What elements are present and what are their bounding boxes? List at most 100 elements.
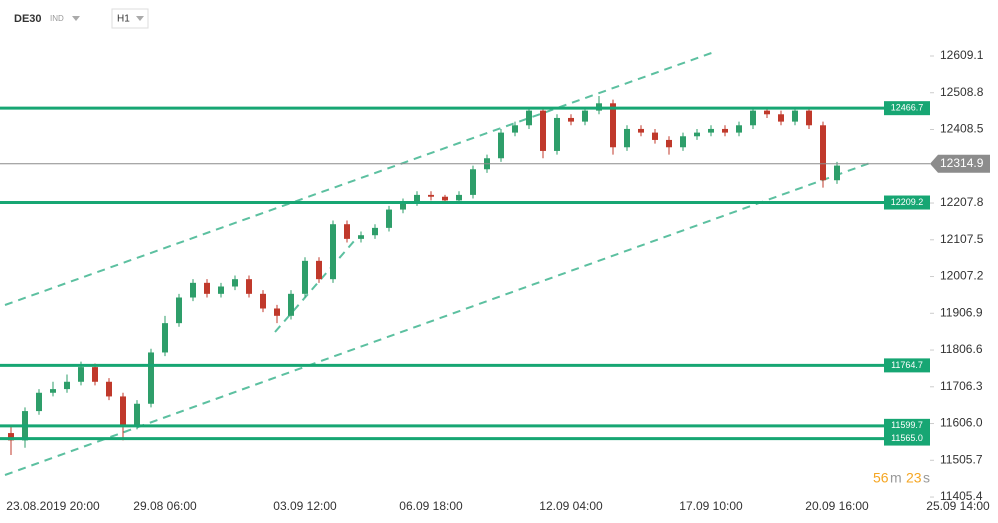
- candle-body: [36, 392, 42, 412]
- level-label: 11599.7: [891, 420, 923, 430]
- candle-body: [190, 282, 196, 298]
- y-tick-label: 12107.5: [940, 232, 984, 246]
- candle-body: [344, 224, 350, 239]
- level-label: 12209.2: [891, 197, 924, 207]
- x-tick-label: 29.08 06:00: [133, 499, 197, 513]
- timer-unit: m: [890, 470, 902, 486]
- candle-body: [540, 110, 546, 151]
- candle-body: [92, 367, 98, 382]
- dropdown-arrow: [72, 16, 80, 21]
- level-label: 11565.0: [891, 433, 923, 443]
- candle-body: [330, 224, 336, 280]
- candle-body: [834, 165, 840, 181]
- candle-body: [638, 128, 644, 133]
- candle-body: [274, 308, 280, 316]
- timer-unit: s: [923, 470, 930, 486]
- x-tick-label: 06.09 18:00: [399, 499, 463, 513]
- candle-body: [8, 433, 14, 441]
- candle-body: [582, 110, 588, 122]
- x-tick-label: 23.08.2019 20:00: [6, 499, 100, 513]
- y-tick-label: 12609.1: [940, 48, 984, 62]
- x-tick-label: 25.09 14:00: [926, 499, 990, 513]
- candle-body: [820, 125, 826, 181]
- candle-body: [512, 125, 518, 133]
- candle-body: [218, 286, 224, 294]
- timer-seconds: 23: [906, 470, 922, 486]
- candle-body: [666, 139, 672, 148]
- candle-body: [610, 103, 616, 148]
- interval-box[interactable]: [111, 8, 149, 29]
- candle-body: [372, 227, 378, 236]
- trend-line: [274, 239, 356, 333]
- level-label: 12466.7: [891, 103, 924, 113]
- candle-body: [302, 260, 308, 294]
- candle-body: [232, 279, 238, 287]
- level-label-box: [884, 195, 930, 210]
- x-tick-label: 20.09 16:00: [805, 499, 869, 513]
- x-tick-label: 12.09 04:00: [539, 499, 603, 513]
- candle-body: [64, 381, 70, 390]
- y-tick-label: 12007.2: [940, 269, 984, 283]
- candle-body: [176, 297, 182, 324]
- candle-body: [750, 110, 756, 126]
- y-tick-label: 11405.4: [940, 489, 983, 503]
- current-price-box: [930, 154, 990, 173]
- symbol: DE30: [14, 13, 42, 25]
- candle-body: [526, 110, 532, 126]
- candle-body: [358, 235, 364, 239]
- y-tick-label: 11806.6: [940, 342, 983, 356]
- symbol-kind[interactable]: IND: [50, 14, 64, 23]
- candle-body: [680, 136, 686, 148]
- y-tick-label: 11706.3: [940, 379, 983, 393]
- candle-body: [400, 202, 406, 210]
- candle-body: [498, 132, 504, 159]
- level-label-box: [884, 418, 930, 433]
- level-label-box: [884, 358, 930, 373]
- candle-body: [694, 132, 700, 137]
- candle-body: [806, 110, 812, 126]
- candle-body: [708, 128, 714, 133]
- candle-body: [792, 110, 798, 122]
- candle-body: [162, 323, 168, 353]
- candle-body: [106, 381, 112, 397]
- candle-body: [442, 196, 448, 201]
- level-label-box: [884, 101, 930, 116]
- candle-body: [456, 194, 462, 201]
- y-tick-label: 12207.8: [940, 195, 984, 209]
- candle-body: [414, 194, 420, 203]
- candle-body: [736, 125, 742, 133]
- candle-body: [652, 132, 658, 140]
- candle-body: [148, 352, 154, 404]
- candle-body: [764, 110, 770, 115]
- y-tick-label: 12408.5: [940, 122, 984, 136]
- candle-body: [470, 169, 476, 195]
- candle-body: [386, 209, 392, 228]
- y-tick-label: 11906.9: [940, 305, 983, 319]
- y-tick-label: 11606.0: [940, 416, 983, 430]
- level-label: 11764.7: [891, 360, 923, 370]
- candle-body: [722, 128, 728, 133]
- candle-body: [120, 396, 126, 426]
- candle-body: [288, 293, 294, 316]
- candle-body: [554, 117, 560, 151]
- timer-minutes: 56: [873, 470, 889, 486]
- trend-lines: [4, 50, 871, 476]
- x-tick-label: 03.09 12:00: [273, 499, 337, 513]
- candle-body: [316, 260, 322, 280]
- candle-body: [134, 403, 140, 426]
- candle-body: [246, 279, 252, 294]
- y-tick-label: 11505.7: [940, 452, 983, 466]
- candle-body: [624, 128, 630, 148]
- candle-body: [204, 282, 210, 294]
- y-tick-label: 12508.8: [940, 85, 984, 99]
- candle-body: [78, 367, 84, 382]
- candle-body: [568, 117, 574, 122]
- candle-body: [778, 114, 784, 122]
- x-tick-label: 17.09 10:00: [679, 499, 743, 513]
- dropdown-arrow: [136, 16, 144, 21]
- candle-body: [428, 194, 434, 197]
- candle-body: [260, 293, 266, 309]
- interval[interactable]: H1: [117, 14, 130, 25]
